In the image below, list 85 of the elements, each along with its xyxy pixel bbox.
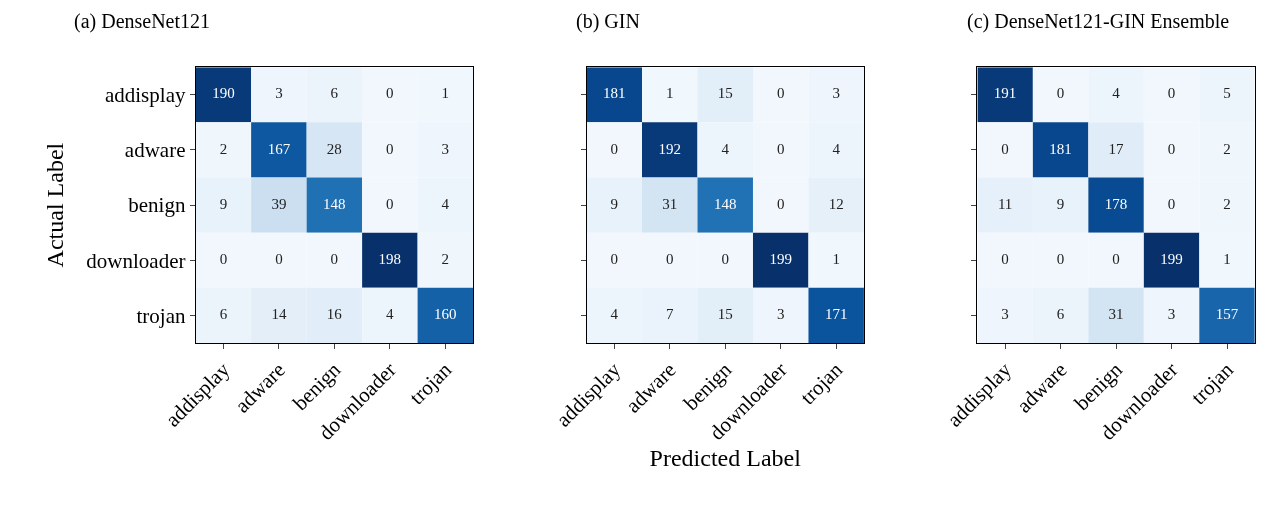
- y-tick-label: trojan: [136, 303, 186, 328]
- data-label: 167: [267, 140, 291, 157]
- data-label: 0: [330, 250, 339, 267]
- data-label: 9: [610, 195, 619, 212]
- data-label: 199: [769, 250, 792, 267]
- data-label: 9: [219, 195, 228, 212]
- data-label: 0: [386, 195, 394, 212]
- data-label: 0: [776, 140, 785, 157]
- data-label: 160: [434, 306, 457, 323]
- data-label: 17: [1108, 140, 1125, 157]
- x-axis-title: Predicted Label: [649, 444, 802, 471]
- data-label: 0: [1001, 140, 1009, 157]
- data-label: 11: [997, 195, 1013, 212]
- data-label: 2: [1223, 140, 1231, 157]
- data-label: 16: [326, 306, 343, 323]
- data-label: 3: [1167, 306, 1176, 323]
- data-label: 0: [1167, 140, 1176, 157]
- data-label: 4: [610, 306, 619, 323]
- data-label: 6: [1056, 306, 1065, 323]
- data-label: 1: [832, 250, 840, 267]
- data-label: 0: [386, 140, 394, 157]
- data-label: 199: [1160, 250, 1183, 267]
- data-label: 0: [386, 85, 394, 102]
- data-label: 28: [326, 140, 342, 157]
- data-label: 191: [993, 85, 1017, 102]
- data-label: 0: [275, 250, 283, 267]
- data-label: 3: [441, 140, 450, 157]
- data-label: 39: [271, 195, 287, 212]
- data-label: 4: [1112, 85, 1121, 102]
- data-label: 1: [441, 85, 450, 102]
- data-label: 157: [1215, 306, 1239, 323]
- data-label: 181: [603, 85, 626, 102]
- data-label: 3: [832, 85, 840, 102]
- data-label: 15: [717, 85, 733, 102]
- data-label: 31: [1108, 306, 1124, 323]
- y-tick-label: benign: [128, 193, 186, 218]
- data-label: 1: [1223, 250, 1231, 267]
- data-label: 5: [1223, 85, 1231, 102]
- data-label: 148: [713, 195, 737, 212]
- y-tick-label: adware: [124, 138, 186, 163]
- data-label: 0: [1167, 195, 1176, 212]
- data-label: 0: [1056, 85, 1065, 102]
- data-label: 12: [828, 195, 844, 212]
- data-label: 0: [219, 250, 228, 267]
- data-label: 1: [666, 85, 674, 102]
- y-tick-label: downloader: [86, 248, 186, 273]
- data-label: 4: [832, 140, 841, 157]
- data-label: 0: [666, 250, 674, 267]
- data-label: 3: [1001, 306, 1009, 323]
- data-label: 178: [1104, 195, 1128, 212]
- data-label: 0: [610, 250, 619, 267]
- data-label: 0: [776, 85, 785, 102]
- data-label: 7: [666, 306, 674, 323]
- data-label: 0: [1056, 250, 1065, 267]
- data-label: 148: [323, 195, 346, 212]
- data-label: 0: [776, 195, 785, 212]
- data-label: 0: [610, 140, 619, 157]
- data-label: 0: [1001, 250, 1009, 267]
- data-label: 181: [1049, 140, 1072, 157]
- data-label: 14: [271, 306, 287, 323]
- y-axis-title: Actual Label: [42, 142, 69, 268]
- data-label: 192: [658, 140, 681, 157]
- chart-title: (a) DenseNet121: [74, 10, 211, 33]
- data-label: 6: [330, 85, 339, 102]
- y-tick-label: addisplay: [104, 83, 186, 108]
- data-label: 4: [721, 140, 730, 157]
- data-label: 3: [776, 306, 785, 323]
- data-label: 0: [721, 250, 729, 267]
- data-label: 9: [1056, 195, 1065, 212]
- data-label: 4: [441, 195, 450, 212]
- data-label: 4: [386, 306, 395, 323]
- data-label: 3: [275, 85, 283, 102]
- data-label: 198: [378, 250, 402, 267]
- chart-title: (b) GIN: [576, 10, 640, 33]
- data-label: 190: [212, 85, 235, 102]
- data-label: 171: [824, 306, 848, 323]
- data-label: 2: [441, 250, 450, 267]
- data-label: 6: [219, 306, 228, 323]
- data-label: 0: [1167, 85, 1176, 102]
- data-label: 31: [662, 195, 678, 212]
- data-label: 2: [219, 140, 228, 157]
- data-label: 15: [717, 306, 733, 323]
- data-label: 0: [1112, 250, 1120, 267]
- data-label: 2: [1223, 195, 1231, 212]
- chart-title: (c) DenseNet121-GIN Ensemble: [967, 10, 1230, 33]
